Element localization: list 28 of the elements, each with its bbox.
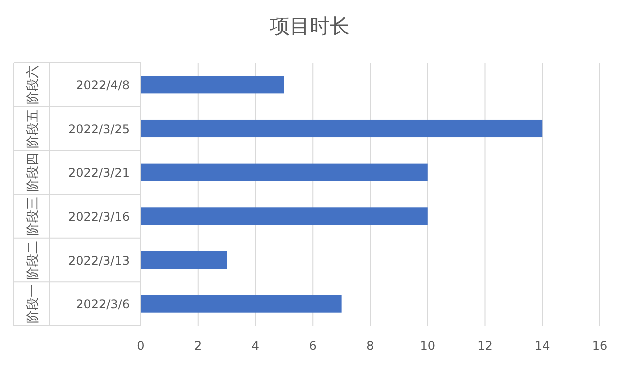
chart-title: 项目时长 [270, 14, 350, 38]
y-tick-label: 2022/3/13 [68, 254, 130, 268]
text: 阶段二 [26, 240, 41, 280]
y-tick-label: 2022/3/21 [68, 166, 130, 180]
x-tick-label: 10 [420, 339, 436, 353]
bar [141, 295, 342, 313]
text: 阶段五 [26, 109, 41, 148]
text: 阶段一 [26, 284, 41, 324]
x-tick-label: 12 [478, 339, 493, 353]
bar [141, 164, 428, 182]
text: 阶段三 [26, 196, 41, 236]
text: 阶段四 [26, 153, 41, 192]
bar [141, 76, 284, 94]
bar [141, 251, 228, 270]
bar [141, 120, 543, 138]
text: 阶段六 [26, 65, 41, 104]
y-tick-label: 2022/3/16 [68, 210, 130, 224]
x-tick-label: 16 [592, 339, 608, 353]
x-tick-label: 14 [534, 339, 550, 353]
bar [141, 208, 428, 226]
y-tick-label: 2022/3/25 [68, 122, 130, 136]
x-tick-label: 6 [309, 339, 317, 353]
x-tick-label: 4 [252, 339, 260, 353]
y-tick-label: 2022/4/8 [76, 78, 130, 92]
x-tick-label: 0 [137, 339, 145, 353]
y-tick-label: 2022/3/6 [76, 298, 130, 312]
x-tick-label: 2 [194, 339, 202, 353]
x-tick-label: 8 [366, 339, 374, 353]
